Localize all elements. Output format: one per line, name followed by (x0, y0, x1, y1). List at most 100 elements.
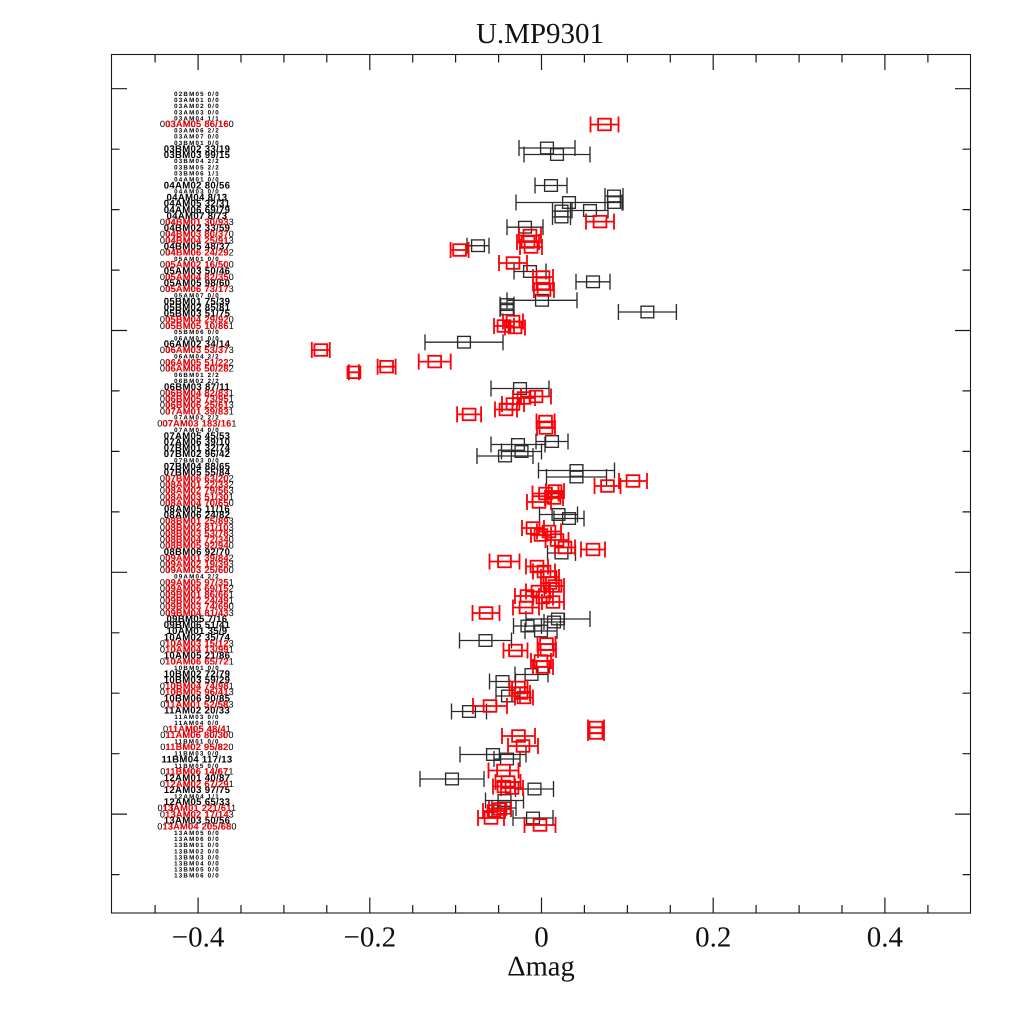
svg-text:03AM04 1/1: 03AM04 1/1 (174, 115, 220, 122)
svg-text:06BM05 73/95: 06BM05 73/95 (165, 394, 229, 404)
svg-text:005BM05 10/861: 005BM05 10/861 (160, 321, 234, 331)
svg-text:07BM03 0/0: 07BM03 0/0 (174, 457, 220, 464)
svg-text:03AM07 0/0: 03AM07 0/0 (174, 134, 220, 141)
svg-text:005BM04 29/920: 005BM04 29/920 (160, 315, 234, 325)
svg-text:07BM05 55/84: 07BM05 55/84 (164, 467, 231, 478)
svg-text:011AM01 52/583: 011AM01 52/583 (160, 699, 234, 709)
svg-text:05BM06 0/0: 05BM06 0/0 (174, 329, 220, 336)
svg-text:12AM03 97/75: 12AM03 97/75 (164, 785, 231, 796)
svg-text:07BM06 63/20: 07BM06 63/20 (165, 473, 229, 483)
svg-text:09BM03 74/69: 09BM03 74/69 (165, 602, 229, 612)
svg-text:08BM04 72/34: 08BM04 72/34 (165, 535, 229, 545)
svg-text:05AM02 16/50: 05AM02 16/50 (165, 260, 229, 270)
svg-text:13BM03 0/0: 13BM03 0/0 (174, 854, 220, 861)
svg-text:009AM02 19/393: 009AM02 19/393 (160, 559, 234, 569)
svg-text:009BM04 81/433: 009BM04 81/433 (160, 608, 234, 618)
svg-text:006AM06 50/282: 006AM06 50/282 (160, 364, 234, 374)
svg-text:006AM05 51/222: 006AM05 51/222 (160, 357, 234, 367)
svg-text:03AM03 0/0: 03AM03 0/0 (174, 109, 220, 116)
svg-text:08AM03 51/30: 08AM03 51/30 (165, 492, 229, 502)
svg-text:10AM06 65/72: 10AM06 65/72 (165, 657, 229, 667)
svg-text:U.MP9301: U.MP9301 (476, 18, 604, 50)
svg-text:06BM06 25/61: 06BM06 25/61 (165, 400, 229, 410)
svg-text:02BM05 0/0: 02BM05 0/0 (174, 91, 220, 98)
svg-text:004BM06 24/292: 004BM06 24/292 (160, 248, 234, 258)
svg-text:03BM02 33/19: 03BM02 33/19 (164, 144, 231, 155)
svg-text:013AM01 221/611: 013AM01 221/611 (158, 803, 237, 813)
svg-text:Δmag: Δmag (507, 952, 574, 983)
svg-text:09BM04 81/43: 09BM04 81/43 (165, 608, 229, 618)
svg-text:08AM02 79/56: 08AM02 79/56 (165, 486, 229, 496)
svg-text:11AM06 80/30: 11AM06 80/30 (165, 730, 228, 740)
svg-text:08BM03 53/78: 08BM03 53/78 (165, 528, 229, 538)
svg-text:04BM04 25/91: 04BM04 25/91 (165, 235, 229, 245)
svg-text:05AM06 73/17: 05AM06 73/17 (165, 284, 229, 294)
svg-text:008AM03 51/301: 008AM03 51/301 (160, 492, 234, 502)
svg-text:13BM05 0/0: 13BM05 0/0 (174, 867, 220, 874)
svg-text:05BM01 75/39: 05BM01 75/39 (164, 296, 231, 307)
svg-text:08BM01 25/89: 08BM01 25/89 (165, 516, 229, 526)
svg-text:005AM02 16/500: 005AM02 16/500 (160, 260, 234, 270)
svg-text:11AM02 20/33: 11AM02 20/33 (164, 706, 230, 717)
svg-text:10BM02 72/79: 10BM02 72/79 (164, 669, 231, 680)
svg-text:06BM04 82/83: 06BM04 82/83 (165, 388, 229, 398)
svg-text:003AM05 86/160: 003AM05 86/160 (160, 119, 234, 129)
svg-text:10BM01 0/0: 10BM01 0/0 (174, 665, 220, 672)
svg-text:04AM07 8/73: 04AM07 8/73 (167, 211, 228, 222)
svg-text:009AM03 25/600: 009AM03 25/600 (160, 565, 234, 575)
svg-text:008AM01 22/332: 008AM01 22/332 (160, 480, 234, 490)
svg-text:11BM04 117/13: 11BM04 117/13 (161, 755, 232, 766)
svg-text:13AM05 0/0: 13AM05 0/0 (174, 830, 220, 837)
svg-text:10AM05 21/86: 10AM05 21/86 (164, 651, 231, 662)
svg-text:13BM04 0/0: 13BM04 0/0 (174, 861, 220, 868)
svg-text:06AM06 50/28: 06AM06 50/28 (165, 364, 229, 374)
svg-text:12AM01 40/87: 12AM01 40/87 (164, 773, 231, 784)
svg-text:07AM04 0/0: 07AM04 0/0 (174, 427, 220, 434)
svg-text:010AM03 15/123: 010AM03 15/123 (160, 638, 234, 648)
svg-text:010AM06 65/721: 010AM06 65/721 (160, 657, 234, 667)
svg-text:009BM03 74/690: 009BM03 74/690 (160, 602, 234, 612)
svg-text:008BM03 53/783: 008BM03 53/783 (160, 528, 234, 538)
svg-text:08BM02 81/10: 08BM02 81/10 (165, 522, 229, 532)
svg-text:009AM05 97/351: 009AM05 97/351 (160, 577, 234, 587)
svg-text:011AM05 48/41: 011AM05 48/41 (163, 724, 231, 734)
svg-text:05AM01 0/0: 05AM01 0/0 (174, 256, 220, 263)
svg-text:05AM04 82/35: 05AM04 82/35 (165, 272, 229, 282)
svg-text:06AM02 34/14: 06AM02 34/14 (164, 339, 231, 350)
svg-text:09AM06 69/15: 09AM06 69/15 (165, 583, 229, 593)
svg-text:008BM04 72/340: 008BM04 72/340 (160, 535, 234, 545)
svg-text:03BM01 0/0: 03BM01 0/0 (174, 140, 220, 147)
svg-text:11BM01 0/0: 11BM01 0/0 (174, 738, 219, 745)
svg-text:−0.2: −0.2 (343, 922, 396, 954)
svg-text:10AM01 35/9: 10AM01 35/9 (167, 626, 228, 637)
svg-text:10BM03 59/29: 10BM03 59/29 (164, 675, 231, 686)
svg-text:06AM04 2/2: 06AM04 2/2 (174, 354, 220, 361)
svg-text:009BM01 86/661: 009BM01 86/661 (160, 590, 234, 600)
svg-text:11BM06 14/67: 11BM06 14/67 (165, 767, 228, 777)
svg-text:06BM02 2/2: 06BM02 2/2 (174, 378, 220, 385)
svg-text:07AM01 39/83: 07AM01 39/83 (165, 406, 229, 416)
svg-text:11AM04 0/0: 11AM04 0/0 (174, 720, 219, 727)
svg-text:11BM03 0/0: 11BM03 0/0 (174, 751, 219, 758)
svg-text:08AM01 22/33: 08AM01 22/33 (165, 480, 229, 490)
svg-text:09AM05 97/35: 09AM05 97/35 (165, 577, 229, 587)
svg-text:05AM07 0/0: 05AM07 0/0 (174, 293, 220, 300)
svg-text:006BM05 73/951: 006BM05 73/951 (160, 394, 234, 404)
svg-text:09BM05 7/16: 09BM05 7/16 (167, 614, 228, 625)
svg-text:004BM03 80/370: 004BM03 80/370 (160, 229, 234, 239)
svg-text:05AM05 98/60: 05AM05 98/60 (164, 278, 231, 289)
svg-text:03BM04 2/2: 03BM04 2/2 (174, 158, 220, 165)
svg-text:007AM03 183/161: 007AM03 183/161 (157, 419, 237, 429)
svg-text:09AM01 39/84: 09AM01 39/84 (165, 553, 229, 563)
svg-text:03BM03 99/15: 03BM03 99/15 (164, 150, 231, 161)
svg-text:009BM02 24/491: 009BM02 24/491 (160, 596, 234, 606)
svg-text:03AM05 86/16: 03AM05 86/16 (165, 119, 229, 129)
svg-text:06BM03 87/11: 06BM03 87/11 (164, 382, 230, 393)
svg-text:009AM06 69/152: 009AM06 69/152 (160, 583, 234, 593)
svg-text:10BM05 96/41: 10BM05 96/41 (165, 687, 229, 697)
svg-text:005AM04 82/350: 005AM04 82/350 (160, 272, 234, 282)
svg-text:09BM02 24/49: 09BM02 24/49 (165, 596, 229, 606)
svg-text:008BM01 25/893: 008BM01 25/893 (160, 516, 234, 526)
svg-text:08BM06 92/70: 08BM06 92/70 (164, 547, 231, 558)
svg-text:07BM01 32/74: 07BM01 32/74 (164, 443, 231, 454)
